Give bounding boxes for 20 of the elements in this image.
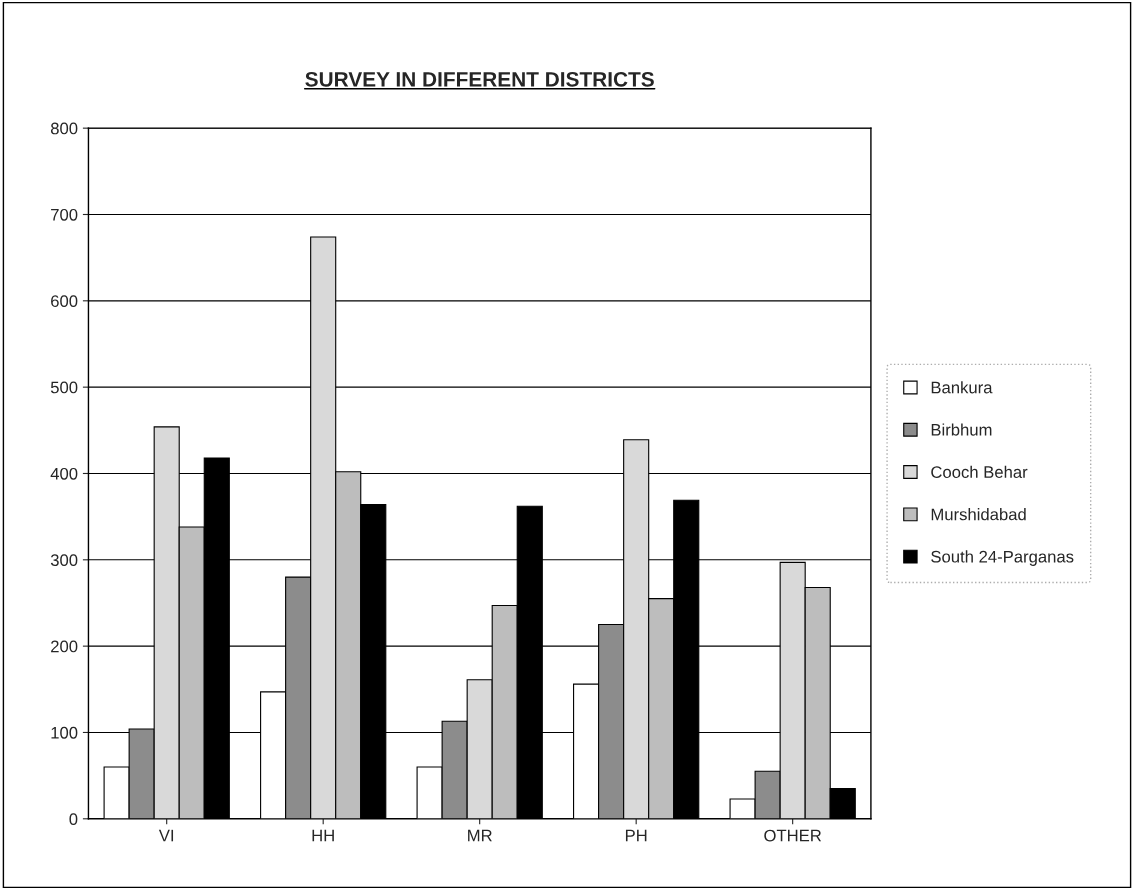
- legend-label: Bankura: [931, 381, 993, 394]
- y-tick-label: 500: [50, 381, 78, 394]
- legend-label: Cooch Behar: [931, 465, 1028, 478]
- y-tick-label: 400: [50, 467, 78, 480]
- x-tick-label: MR: [468, 829, 492, 842]
- y-tick-label: 800: [50, 122, 78, 135]
- legend-label: Murshidabad: [931, 508, 1026, 521]
- legend-label: South 24-Parganas: [931, 550, 1074, 566]
- y-tick-label: 700: [51, 208, 78, 221]
- x-tick-label: OTHER: [764, 829, 822, 842]
- y-tick-label: 200: [51, 640, 78, 653]
- legend-label: Birbhum: [931, 423, 992, 436]
- x-tick-label: HH: [312, 829, 334, 842]
- y-tick-label: 300: [50, 554, 78, 567]
- x-tick-label: VI: [158, 829, 174, 842]
- chart-title: SURVEY IN DIFFERENT DISTRICTS: [305, 71, 654, 87]
- y-tick-label: 100: [51, 726, 78, 739]
- x-tick-label: PH: [625, 829, 647, 842]
- y-tick-label: 0: [69, 813, 78, 825]
- y-tick-label: 600: [51, 295, 78, 308]
